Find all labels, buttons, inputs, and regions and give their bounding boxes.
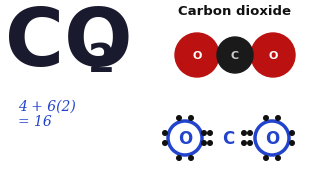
Circle shape xyxy=(264,116,268,120)
Circle shape xyxy=(248,131,252,135)
Circle shape xyxy=(208,131,212,135)
Circle shape xyxy=(264,156,268,160)
Text: O: O xyxy=(178,130,192,148)
Circle shape xyxy=(290,141,294,145)
Text: O: O xyxy=(268,51,278,61)
Text: C: C xyxy=(231,51,239,61)
Circle shape xyxy=(276,116,280,120)
Circle shape xyxy=(177,156,181,160)
Circle shape xyxy=(189,116,193,120)
Text: 2: 2 xyxy=(88,42,115,80)
Circle shape xyxy=(248,141,252,145)
Circle shape xyxy=(202,131,206,135)
Circle shape xyxy=(202,141,206,145)
Text: = 16: = 16 xyxy=(18,115,52,129)
Text: 4 + 6(2): 4 + 6(2) xyxy=(18,100,76,114)
Circle shape xyxy=(242,141,246,145)
Text: CO: CO xyxy=(5,5,132,83)
Circle shape xyxy=(163,141,167,145)
Text: C: C xyxy=(222,130,234,148)
Circle shape xyxy=(290,131,294,135)
Circle shape xyxy=(251,33,295,77)
Circle shape xyxy=(242,131,246,135)
Circle shape xyxy=(175,33,219,77)
Circle shape xyxy=(177,116,181,120)
Text: O: O xyxy=(265,130,279,148)
Circle shape xyxy=(217,37,253,73)
Circle shape xyxy=(189,156,193,160)
Text: Carbon dioxide: Carbon dioxide xyxy=(179,5,292,18)
Text: O: O xyxy=(192,51,202,61)
Circle shape xyxy=(208,141,212,145)
Circle shape xyxy=(163,131,167,135)
Circle shape xyxy=(276,156,280,160)
